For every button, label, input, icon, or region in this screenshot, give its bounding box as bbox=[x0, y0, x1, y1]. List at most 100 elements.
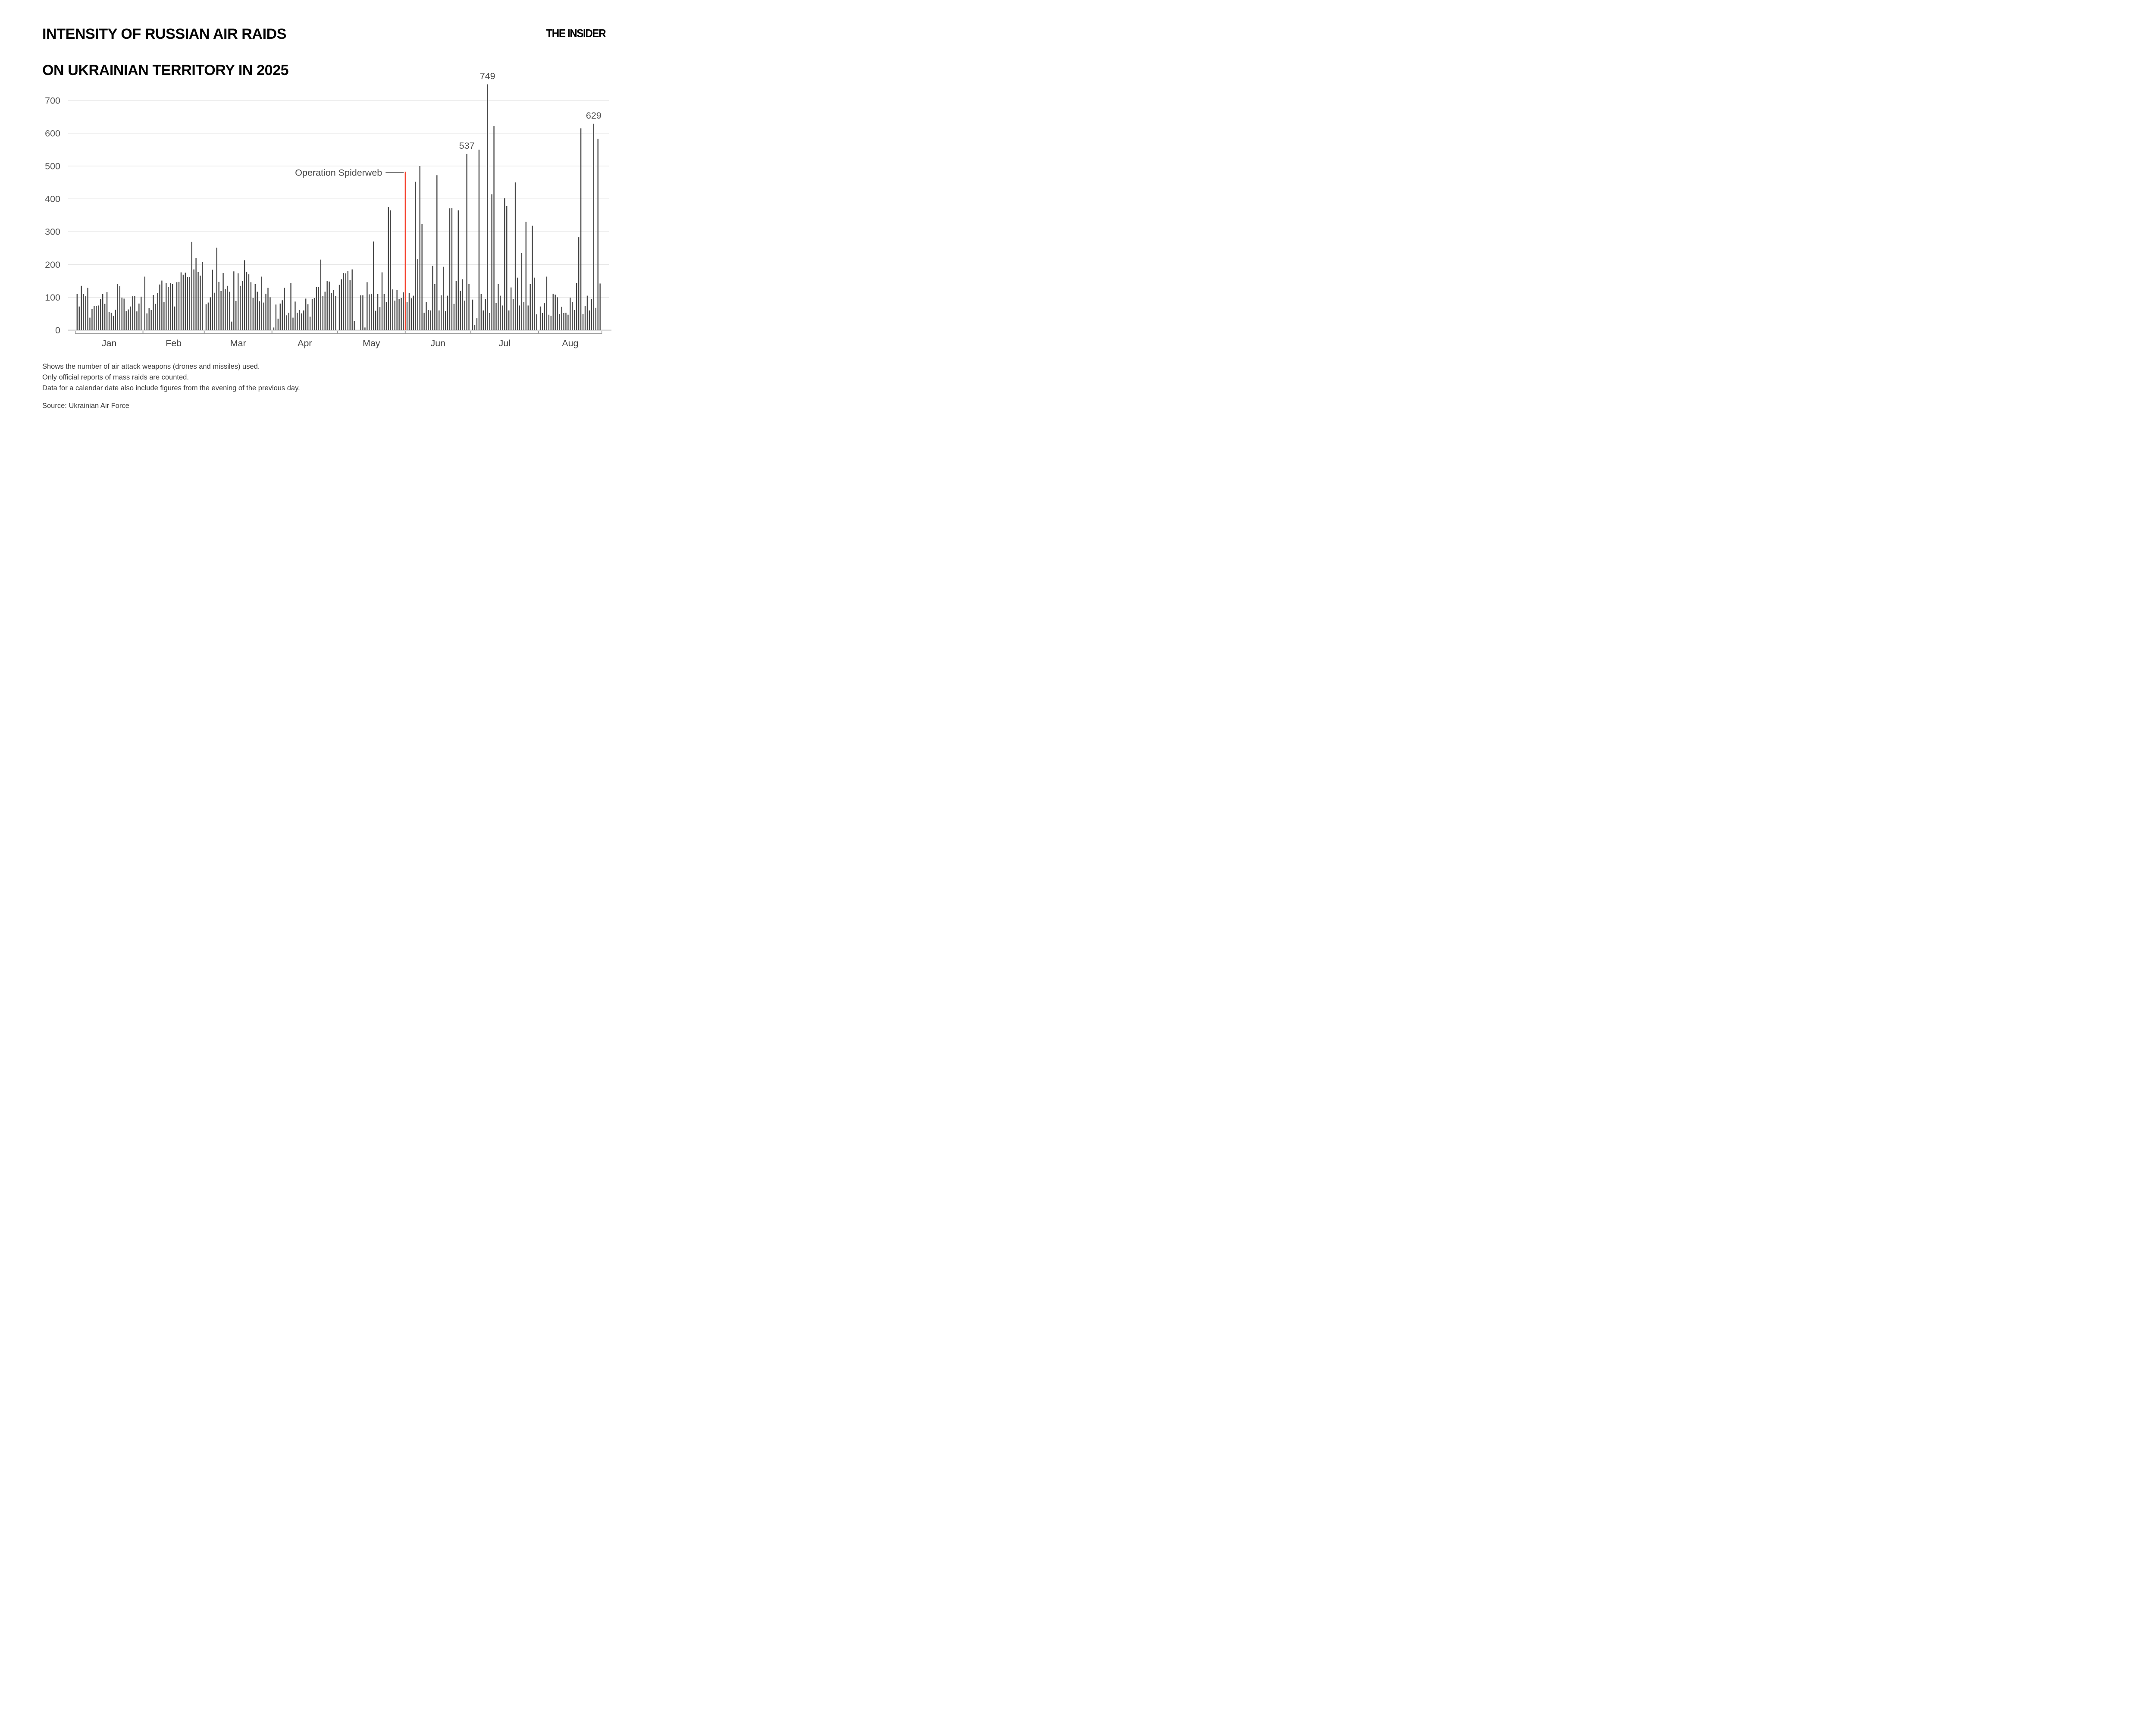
bar-Mar-6 bbox=[216, 248, 217, 330]
bar-Feb-19 bbox=[182, 274, 184, 330]
bar-Jun-5 bbox=[415, 182, 416, 330]
bar-Feb-18 bbox=[180, 272, 182, 330]
bar-May-22 bbox=[383, 294, 385, 330]
bar-Feb-3 bbox=[148, 308, 150, 330]
bar-Jun-18 bbox=[442, 267, 444, 330]
bar-Aug-1 bbox=[539, 306, 541, 330]
bar-May-11 bbox=[360, 295, 361, 330]
bar-Aug-26 bbox=[593, 123, 594, 330]
bar-Mar-2 bbox=[207, 302, 209, 330]
bar-Jun-12 bbox=[430, 310, 431, 330]
y-tick-label-500: 500 bbox=[45, 161, 60, 172]
bar-Aug-3 bbox=[544, 303, 545, 330]
bar-Feb-25 bbox=[195, 258, 197, 330]
month-bracket-Feb bbox=[143, 331, 205, 334]
bar-Mar-21 bbox=[248, 274, 250, 330]
bar-Feb-6 bbox=[155, 304, 156, 330]
bar-Jun-13 bbox=[432, 266, 433, 330]
bar-Apr-23 bbox=[320, 259, 322, 330]
bar-Jul-24 bbox=[521, 253, 523, 330]
bar-Apr-15 bbox=[303, 310, 304, 330]
bar-Mar-17 bbox=[239, 285, 241, 330]
bar-Jul-15 bbox=[502, 305, 503, 330]
bar-Jan-8 bbox=[91, 309, 93, 330]
bar-Aug-14 bbox=[567, 314, 569, 330]
bar-Jun-20 bbox=[447, 295, 448, 330]
bar-Jan-26 bbox=[130, 306, 131, 330]
bar-Apr-20 bbox=[313, 298, 315, 330]
footnote-line-3: Data for a calendar date also include fi… bbox=[42, 384, 300, 392]
bar-Feb-12 bbox=[168, 287, 169, 330]
air-raids-bar-chart: 0 100 200 300 400 500 600 700 Jan Feb Mar Apr May Jun… bbox=[45, 71, 611, 348]
month-bracket-Jan bbox=[75, 331, 143, 334]
the-insider-logo: THE INSIDER bbox=[546, 27, 606, 40]
bar-Mar-14 bbox=[233, 271, 235, 330]
bar-Feb-9 bbox=[161, 280, 163, 330]
bar-Apr-29 bbox=[333, 290, 334, 330]
bar-Jul-22 bbox=[517, 277, 518, 330]
bar-Feb-28 bbox=[202, 262, 203, 330]
bar-May-17 bbox=[373, 242, 374, 330]
bar-May-12 bbox=[362, 295, 364, 330]
bar-May-20 bbox=[379, 307, 381, 330]
bar-May-13 bbox=[364, 327, 366, 330]
bar-Jan-23 bbox=[123, 298, 125, 330]
month-label-May: May bbox=[363, 338, 380, 348]
bar-Apr-9 bbox=[290, 282, 291, 330]
bar-Jul-6 bbox=[483, 310, 484, 330]
bar-Jan-29 bbox=[136, 311, 138, 330]
bar-Mar-28 bbox=[263, 302, 264, 330]
bar-Jun-6 bbox=[417, 259, 418, 330]
bar-Jun-15 bbox=[436, 175, 438, 330]
month-bracket-Jul bbox=[470, 331, 539, 334]
footnote-line-2: Only official reports of mass raids are … bbox=[42, 373, 189, 381]
bar-Feb-10 bbox=[163, 302, 165, 330]
bar-Aug-6 bbox=[550, 316, 552, 330]
bar-Apr-17 bbox=[307, 304, 309, 330]
bar-Mar-7 bbox=[218, 282, 219, 330]
bar-Jan-16 bbox=[108, 312, 110, 330]
bar-Jun-4 bbox=[413, 295, 414, 330]
bar-May-23 bbox=[385, 302, 387, 330]
bar-Aug-18 bbox=[576, 282, 577, 330]
y-tick-label-400: 400 bbox=[45, 194, 60, 204]
month-label-Feb: Feb bbox=[166, 338, 182, 348]
bar-Jul-16 bbox=[504, 198, 505, 330]
bar-Apr-21 bbox=[316, 287, 317, 330]
bar-Jul-7 bbox=[485, 299, 486, 330]
month-label-Jan: Jan bbox=[102, 338, 117, 348]
bar-Jun-27 bbox=[462, 279, 463, 330]
bar-May-28 bbox=[396, 290, 398, 330]
bar-Jan-11 bbox=[98, 305, 99, 330]
bar-May-3 bbox=[343, 273, 345, 330]
bar-Aug-29 bbox=[599, 283, 601, 330]
bar-Apr-28 bbox=[331, 293, 332, 330]
bar-Mar-20 bbox=[246, 272, 248, 330]
bar-Jul-20 bbox=[512, 299, 514, 330]
bar-Apr-13 bbox=[299, 310, 300, 330]
bar-Jan-14 bbox=[104, 304, 106, 330]
month-label-Jun: Jun bbox=[430, 338, 445, 348]
bar-Jan-2 bbox=[78, 306, 80, 330]
bar-Jul-11 bbox=[493, 126, 495, 330]
bar-Jun-24 bbox=[455, 281, 457, 330]
bar-Apr-26 bbox=[326, 281, 328, 330]
bar-Jul-14 bbox=[500, 295, 501, 330]
month-label-Aug: Aug bbox=[562, 338, 578, 348]
bar-Mar-24 bbox=[254, 284, 256, 330]
bar-Jan-4 bbox=[83, 294, 84, 330]
bar-Feb-1 bbox=[144, 276, 145, 330]
y-tick-label-300: 300 bbox=[45, 227, 60, 237]
bar-Jan-12 bbox=[100, 299, 101, 330]
bar-Apr-30 bbox=[335, 296, 336, 330]
bar-Feb-20 bbox=[185, 273, 186, 330]
bar-Jan-5 bbox=[85, 296, 86, 330]
bar-May-16 bbox=[371, 294, 372, 330]
bar-May-19 bbox=[377, 294, 379, 330]
bar-Jul-10 bbox=[491, 194, 492, 330]
bar-Jul-29 bbox=[532, 226, 533, 330]
bar-Aug-27 bbox=[595, 307, 596, 330]
bar-Mar-30 bbox=[267, 288, 269, 330]
bar-Jan-10 bbox=[96, 306, 97, 330]
bar-Jul-9 bbox=[489, 313, 490, 330]
